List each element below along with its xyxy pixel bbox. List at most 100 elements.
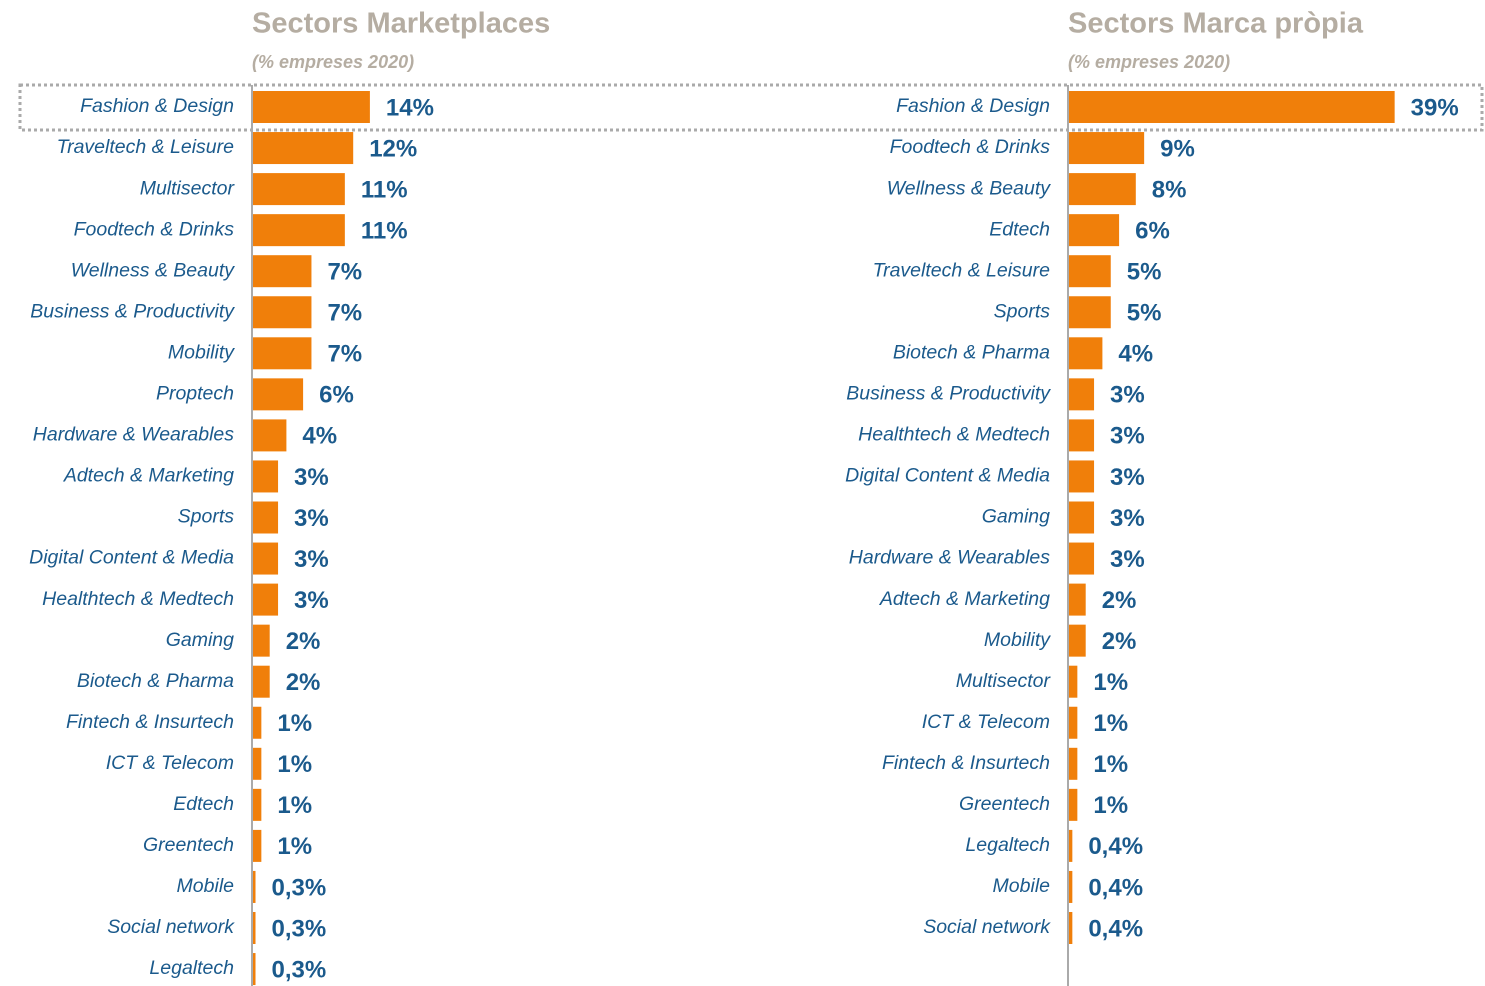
category-label: Edtech: [989, 218, 1050, 240]
value-label: 2%: [1102, 587, 1137, 614]
category-label: Mobility: [984, 629, 1051, 651]
bar: [1069, 173, 1136, 206]
value-label: 8%: [1152, 176, 1187, 203]
bar: [253, 378, 304, 411]
category-label: Gaming: [982, 506, 1050, 528]
category-label: Healthtech & Medtech: [858, 424, 1050, 446]
bar: [253, 214, 345, 247]
category-label: Foodtech & Drinks: [890, 136, 1051, 158]
category-label: Edtech: [173, 793, 234, 815]
bar: [253, 788, 262, 821]
category-label: Greentech: [143, 834, 234, 856]
bar: [1069, 706, 1078, 739]
category-label: ICT & Telecom: [106, 752, 234, 774]
value-label: 1%: [1093, 669, 1128, 696]
value-label: 0,4%: [1088, 915, 1143, 942]
bar: [253, 173, 345, 206]
category-label: Gaming: [166, 629, 234, 651]
value-label: 7%: [327, 341, 362, 368]
bar: [1069, 788, 1078, 821]
value-label: 4%: [302, 423, 337, 450]
category-label: Business & Productivity: [846, 383, 1051, 405]
category-label: Mobile: [993, 875, 1051, 897]
chart-subtitle: (% empreses 2020): [1068, 52, 1230, 72]
value-label: 11%: [361, 217, 408, 244]
value-label: 6%: [1135, 217, 1170, 244]
category-label: Mobile: [177, 875, 235, 897]
bar: [1069, 747, 1078, 780]
bar: [253, 624, 270, 657]
value-label: 3%: [294, 505, 329, 532]
bar: [253, 870, 256, 903]
value-label: 1%: [277, 833, 312, 860]
chart-title: Sectors Marca pròpia: [1068, 8, 1364, 40]
value-label: 1%: [277, 751, 312, 778]
value-label: 3%: [1110, 423, 1145, 450]
value-label: 3%: [294, 464, 329, 491]
category-label: Social network: [107, 916, 235, 938]
bar: [1069, 214, 1120, 247]
bar: [253, 132, 354, 165]
value-label: 1%: [277, 792, 312, 819]
value-label: 3%: [1110, 382, 1145, 409]
bar: [1069, 542, 1095, 575]
category-label: Digital Content & Media: [29, 547, 234, 569]
bar: [253, 912, 256, 944]
value-label: 0,3%: [272, 874, 327, 901]
value-label: 5%: [1127, 300, 1162, 327]
value-label: 3%: [1110, 505, 1145, 532]
value-label: 9%: [1160, 135, 1195, 162]
value-label: 1%: [1093, 792, 1128, 819]
category-label: Hardware & Wearables: [33, 424, 234, 446]
category-label: Mobility: [168, 341, 235, 363]
value-label: 3%: [1110, 464, 1145, 491]
bar: [253, 829, 262, 862]
bar: [1069, 460, 1095, 493]
bar: [1069, 337, 1103, 370]
bar: [253, 296, 312, 329]
chart-title: Sectors Marketplaces: [252, 8, 550, 40]
value-label: 14%: [386, 94, 434, 121]
category-label: Traveltech & Leisure: [57, 136, 235, 158]
value-label: 0,4%: [1088, 874, 1143, 901]
value-label: 0,3%: [272, 956, 327, 983]
category-label: Biotech & Pharma: [77, 670, 234, 692]
bar: [253, 501, 279, 534]
bar: [253, 706, 262, 739]
bar: [1069, 501, 1095, 534]
bar: [253, 747, 262, 780]
category-label: Healthtech & Medtech: [42, 588, 234, 610]
value-label: 5%: [1127, 259, 1162, 286]
chart-subtitle: (% empreses 2020): [252, 52, 414, 72]
value-label: 7%: [327, 259, 362, 286]
category-label: Adtech & Marketing: [879, 588, 1050, 610]
category-label: Multisector: [140, 177, 236, 199]
category-label: Sports: [178, 506, 235, 528]
value-label: 3%: [1110, 546, 1145, 573]
category-label: Fashion & Design: [80, 95, 234, 117]
value-label: 12%: [369, 135, 417, 162]
category-label: Wellness & Beauty: [887, 177, 1052, 199]
value-label: 1%: [277, 710, 312, 737]
category-label: Sports: [994, 300, 1051, 322]
category-label: ICT & Telecom: [922, 711, 1050, 733]
value-label: 2%: [286, 669, 321, 696]
bar: [1069, 419, 1095, 452]
value-label: 39%: [1411, 94, 1459, 121]
bar: [253, 953, 256, 986]
category-label: Legaltech: [149, 957, 234, 979]
bar: [1069, 912, 1073, 944]
value-label: 6%: [319, 382, 354, 409]
category-label: Foodtech & Drinks: [74, 218, 235, 240]
category-label: Biotech & Pharma: [893, 341, 1050, 363]
bar: [253, 419, 287, 452]
bar: [253, 337, 312, 370]
bar: [1069, 829, 1073, 862]
bar: [253, 665, 270, 698]
category-label: Wellness & Beauty: [71, 259, 236, 281]
value-label: 7%: [327, 300, 362, 327]
value-label: 1%: [1093, 710, 1128, 737]
category-label: Proptech: [156, 383, 234, 405]
value-label: 4%: [1118, 341, 1153, 368]
